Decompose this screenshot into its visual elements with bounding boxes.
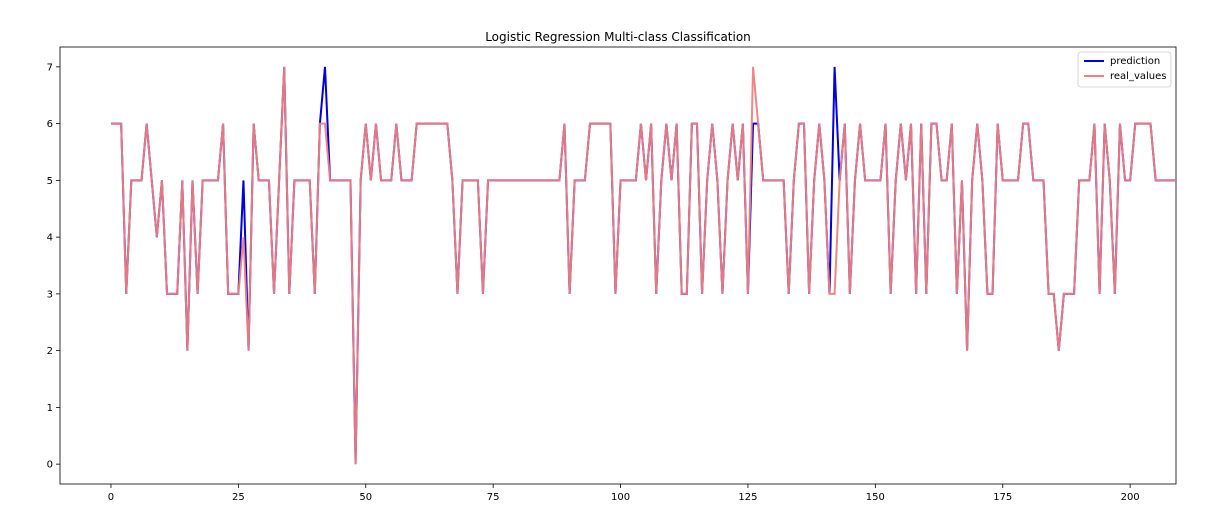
- x-axis: 0 25 50 75 100 125 150 175 200: [108, 484, 1140, 503]
- y-tick-label: 1: [47, 403, 53, 414]
- y-tick-label: 6: [47, 119, 53, 130]
- x-tick-label: 125: [738, 492, 757, 503]
- x-tick-label: 200: [1121, 492, 1140, 503]
- x-tick-label: 100: [611, 492, 630, 503]
- y-tick-label: 2: [47, 346, 53, 357]
- chart-title: Logistic Regression Multi-class Classifi…: [485, 30, 751, 44]
- legend: prediction real_values: [1077, 51, 1172, 88]
- x-tick-label: 150: [866, 492, 885, 503]
- x-tick-label: 25: [232, 492, 245, 503]
- y-tick-label: 5: [47, 176, 53, 187]
- x-tick-label: 175: [993, 492, 1012, 503]
- y-tick-label: 0: [47, 460, 53, 471]
- legend-label-prediction: prediction: [1110, 56, 1160, 67]
- y-axis: 0 1 2 3 4 5 6 7: [47, 62, 60, 471]
- y-tick-label: 3: [47, 289, 53, 300]
- y-tick-label: 4: [47, 233, 53, 244]
- series-line-real-values: [110, 66, 1176, 465]
- legend-label-real-values: real_values: [1110, 71, 1166, 82]
- x-tick-label: 50: [359, 492, 372, 503]
- x-tick-label: 0: [108, 492, 114, 503]
- series-layer: [110, 66, 1176, 465]
- x-tick-label: 75: [487, 492, 500, 503]
- y-tick-label: 7: [47, 62, 53, 73]
